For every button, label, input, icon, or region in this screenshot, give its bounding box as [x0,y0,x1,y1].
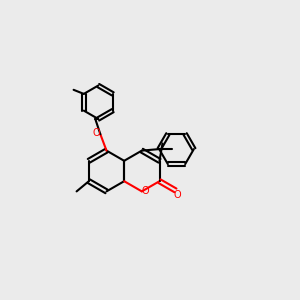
Text: O: O [142,186,149,197]
Text: O: O [93,128,100,138]
Text: O: O [173,190,181,200]
